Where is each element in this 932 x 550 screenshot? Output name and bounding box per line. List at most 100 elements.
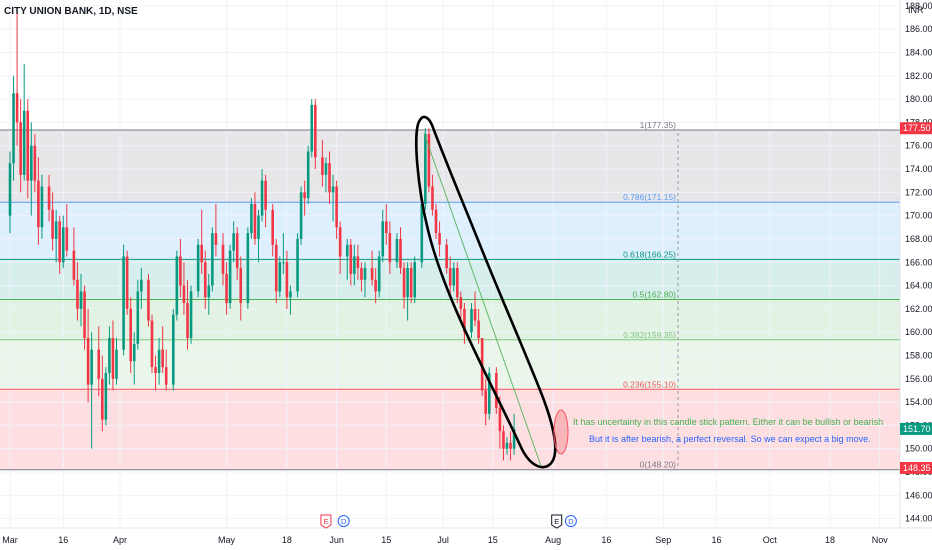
price-tick-label: 188.00 bbox=[905, 1, 932, 11]
highlight-ellipse bbox=[553, 409, 569, 455]
text-annotations: It has uncertainty in this candle stick … bbox=[573, 417, 883, 444]
candle-body bbox=[83, 291, 86, 339]
candle-body bbox=[303, 192, 306, 199]
chart-title: CITY UNION BANK, 1D, NSE bbox=[4, 6, 138, 17]
candle-body bbox=[338, 227, 342, 257]
candle-body bbox=[260, 180, 264, 216]
candle-body bbox=[154, 367, 157, 373]
candle-body bbox=[65, 227, 69, 251]
candle-body bbox=[203, 262, 207, 298]
candle-body bbox=[175, 256, 179, 315]
candle-body bbox=[356, 256, 360, 269]
candle-body bbox=[264, 180, 267, 210]
candle-body bbox=[374, 279, 377, 292]
candle-body bbox=[253, 203, 257, 239]
fib-level-label: 0.786(171.15) bbox=[623, 192, 676, 202]
candle-body bbox=[257, 215, 260, 239]
candle-body bbox=[15, 93, 19, 123]
candle-body bbox=[235, 233, 239, 269]
candle-body bbox=[452, 268, 456, 286]
candle-body bbox=[331, 186, 335, 193]
candle-body bbox=[477, 320, 480, 339]
candle-body bbox=[33, 145, 37, 181]
candle-body bbox=[463, 308, 466, 333]
annotation-reversal: But it is after bearish, a perfect rever… bbox=[589, 434, 871, 444]
time-tick-label: 15 bbox=[488, 535, 498, 545]
candle-body bbox=[12, 93, 15, 164]
candle-body bbox=[299, 192, 303, 239]
candle-body bbox=[271, 209, 274, 245]
time-tick-label: May bbox=[218, 535, 236, 545]
candle-body bbox=[250, 203, 253, 234]
time-tick-label: 15 bbox=[381, 535, 391, 545]
candle-body bbox=[136, 291, 140, 344]
candle-body bbox=[278, 262, 282, 292]
candle-body bbox=[104, 372, 108, 420]
candle-body bbox=[456, 268, 459, 298]
candle-body bbox=[282, 262, 285, 264]
event-marker-label: D bbox=[341, 517, 347, 526]
price-tick-label: 160.00 bbox=[905, 327, 932, 337]
price-tick-label: 150.00 bbox=[905, 444, 932, 454]
drawings bbox=[415, 115, 679, 470]
price-label-text: 151.70 bbox=[903, 424, 931, 434]
candle-body bbox=[239, 268, 243, 304]
candle-body bbox=[321, 157, 324, 175]
fib-bands bbox=[0, 129, 900, 470]
time-tick-label: Jun bbox=[329, 535, 344, 545]
candle-body bbox=[470, 308, 473, 333]
candle-body bbox=[140, 279, 143, 292]
candle-body bbox=[349, 244, 353, 274]
price-tick-label: 156.00 bbox=[905, 374, 932, 384]
candle-body bbox=[19, 122, 22, 175]
candle-body bbox=[40, 186, 44, 228]
candle-body bbox=[324, 163, 328, 175]
time-tick-label: 16 bbox=[58, 535, 68, 545]
price-tick-label: 164.00 bbox=[905, 281, 932, 291]
candle-body bbox=[132, 343, 136, 362]
earnings-marker bbox=[320, 514, 332, 529]
price-axis-bg bbox=[900, 0, 932, 550]
price-tick-label: 162.00 bbox=[905, 304, 932, 314]
fib-level-label: 1(177.35) bbox=[640, 120, 677, 130]
candle-body bbox=[402, 268, 406, 298]
candle-body bbox=[370, 268, 374, 280]
candle-body bbox=[335, 186, 338, 228]
candle-body bbox=[79, 291, 83, 309]
candle-body bbox=[314, 104, 317, 158]
candle-body bbox=[406, 268, 409, 298]
time-tick-label: 18 bbox=[282, 535, 292, 545]
candle-body bbox=[54, 221, 58, 239]
candle-body bbox=[487, 372, 491, 414]
candles bbox=[8, 11, 516, 461]
candle-body bbox=[434, 209, 438, 234]
price-label-badge bbox=[900, 461, 932, 474]
candle-body bbox=[328, 163, 331, 193]
candle-body bbox=[399, 238, 402, 269]
candle-body bbox=[388, 233, 392, 263]
price-tick-label: 166.00 bbox=[905, 257, 932, 267]
candle-body bbox=[505, 442, 509, 449]
candle-body bbox=[58, 221, 61, 263]
price-tick-label: 186.00 bbox=[905, 24, 932, 34]
candle-body bbox=[445, 244, 448, 269]
candle-body bbox=[86, 338, 90, 385]
candle-body bbox=[200, 244, 203, 263]
candle-body bbox=[61, 227, 65, 263]
annotation-uncertainty: It has uncertainty in this candle stick … bbox=[573, 417, 883, 427]
price-label-text: 177.50 bbox=[903, 123, 931, 133]
candle-body bbox=[274, 244, 278, 292]
candle-body bbox=[182, 285, 186, 304]
candle-body bbox=[189, 291, 193, 339]
candle-body bbox=[498, 407, 502, 432]
fib-level-label: 0.618(166.25) bbox=[623, 249, 676, 259]
candle-body bbox=[101, 378, 104, 420]
candle-body bbox=[225, 273, 228, 304]
fib-band bbox=[0, 339, 900, 390]
time-tick-label: Sep bbox=[655, 535, 671, 545]
price-tick-label: 146.00 bbox=[905, 490, 932, 500]
candle-body bbox=[420, 203, 424, 263]
candle-body bbox=[495, 372, 498, 408]
